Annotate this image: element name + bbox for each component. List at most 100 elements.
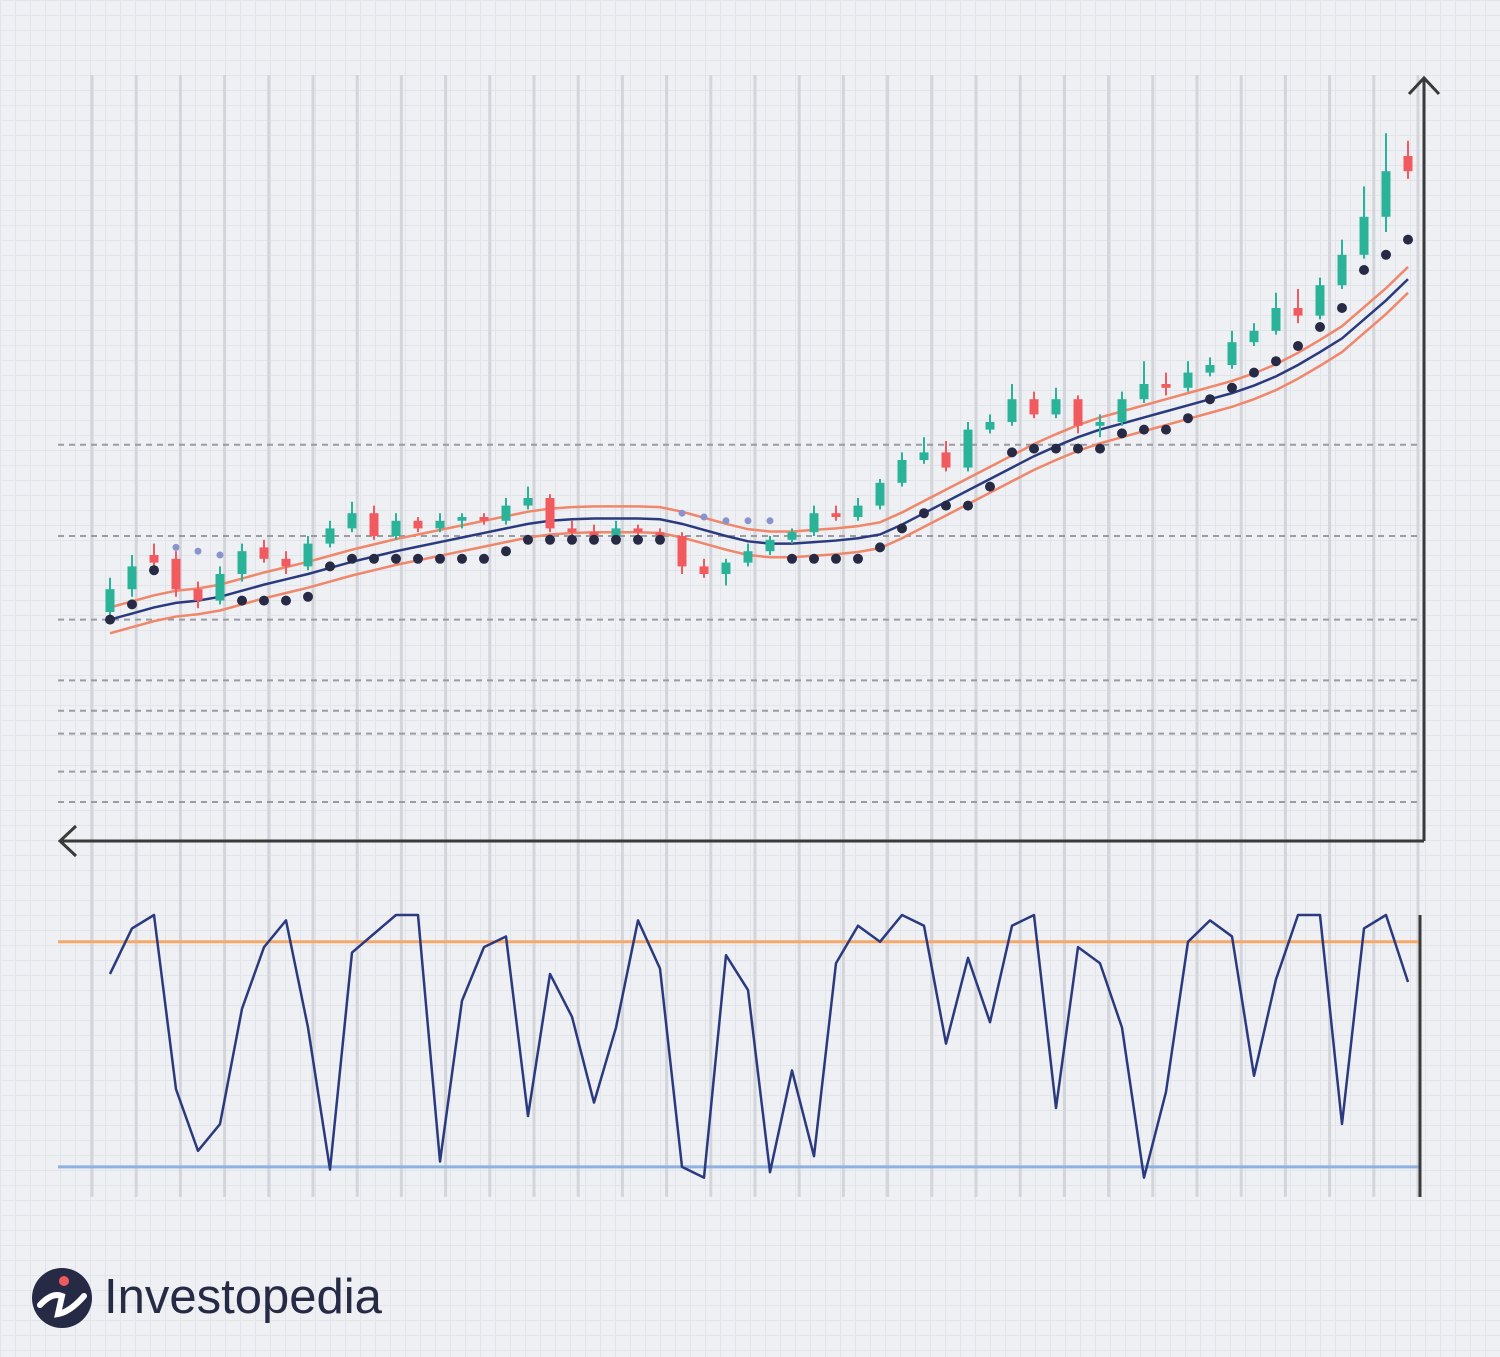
sar-dot (1183, 413, 1193, 424)
sar-dot (457, 553, 467, 564)
brand-name: Investopedia (104, 1270, 383, 1324)
sar-dot (744, 517, 752, 525)
sar-dot (172, 543, 180, 551)
candle-body (875, 482, 885, 506)
candle-body (149, 555, 159, 563)
candle-body (1161, 384, 1171, 388)
sar-dot (105, 614, 115, 625)
candle-body (501, 505, 511, 521)
candle-body (1073, 399, 1083, 426)
candle-body (1095, 422, 1105, 426)
sar-dot (281, 595, 291, 606)
sar-dot (523, 534, 533, 545)
candle-body (347, 513, 357, 529)
logo-dot (59, 1276, 69, 1286)
sar-dot (413, 553, 423, 564)
sar-dot (347, 553, 357, 564)
sar-dot (766, 517, 774, 525)
lower-line (109, 291, 1409, 635)
candle-body (545, 498, 555, 529)
candle-body (281, 558, 291, 567)
sar-dot (1029, 443, 1039, 454)
candle-body (1381, 171, 1391, 217)
sar-dot (853, 553, 863, 564)
sar-dot (216, 551, 224, 559)
candle-body (259, 547, 269, 559)
candle-body (435, 520, 445, 529)
sar-dot (655, 534, 665, 545)
sar-dot (1381, 249, 1391, 260)
sar-dot (1073, 443, 1083, 454)
candle-body (1249, 330, 1259, 343)
sar-dot (303, 591, 313, 602)
candle-body (1403, 156, 1413, 172)
candle-body (1183, 372, 1193, 388)
candle-body (1293, 308, 1303, 316)
candle-body (721, 562, 731, 574)
sar-dot (897, 523, 907, 534)
sar-dot (1293, 341, 1303, 351)
candle-body (985, 422, 995, 430)
sar-dot (194, 547, 202, 555)
sar-dot (941, 500, 951, 511)
candle-body (1227, 342, 1237, 365)
oscillator-line (108, 913, 1410, 1179)
sar-dot (589, 534, 599, 545)
sar-dot (700, 513, 708, 521)
candle-body (523, 498, 533, 506)
candle-body (743, 551, 753, 563)
sar-dot (259, 595, 269, 606)
candle-body (567, 528, 577, 533)
candle-body (941, 452, 951, 468)
candle-body (787, 532, 797, 540)
candle-body (831, 513, 841, 517)
candle-body (1271, 308, 1281, 331)
sar-dot (1051, 443, 1061, 454)
sar-dot (1315, 322, 1325, 332)
logo: Investopedia (32, 1268, 383, 1328)
candle-body (919, 452, 929, 460)
candle-body (1139, 384, 1149, 400)
candle-body (1337, 254, 1347, 286)
sar-dot (809, 553, 819, 564)
ma-line (109, 278, 1409, 621)
sar-dot (479, 553, 489, 564)
candle-body (853, 505, 863, 517)
candle-body (1029, 399, 1039, 415)
candle-body (963, 429, 973, 468)
sar-dot (149, 565, 159, 576)
sar-dot (1117, 428, 1127, 439)
sar-dot (1227, 382, 1237, 393)
candle-body (303, 543, 313, 567)
candle-body (391, 520, 401, 536)
sar-dot (545, 534, 555, 545)
sar-dot (1205, 394, 1215, 405)
y-axis-arrow (1407, 75, 1441, 96)
sar-dot (787, 553, 797, 564)
candle-body (369, 513, 379, 536)
sar-dot (963, 500, 973, 511)
candle-body (699, 566, 709, 574)
candle-body (809, 513, 819, 533)
sar-dot (1139, 424, 1149, 435)
candle-body (677, 536, 687, 567)
candle-body (1359, 216, 1369, 255)
sar-dot (237, 595, 247, 606)
candle-body (457, 517, 467, 521)
candle-body (1007, 399, 1017, 422)
candle-body (611, 528, 621, 536)
sar-dot (127, 599, 137, 610)
candle-body (325, 528, 335, 544)
sar-dot (1249, 367, 1259, 378)
sar-dot (391, 553, 401, 564)
sar-dot (985, 481, 995, 492)
sar-dot (325, 561, 335, 572)
logo-swoosh (37, 1292, 87, 1318)
sar-dot (633, 534, 643, 545)
candle-body (897, 460, 907, 483)
candle-body (1117, 399, 1127, 422)
sar-dot (1271, 356, 1281, 367)
candle-body (633, 528, 643, 533)
